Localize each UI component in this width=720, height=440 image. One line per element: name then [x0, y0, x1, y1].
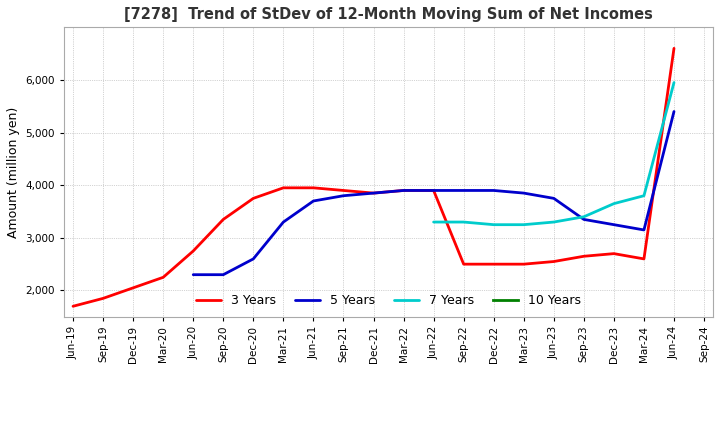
- 7 Years: [490, 222, 498, 227]
- 3 Years: [99, 296, 107, 301]
- 7 Years: [429, 220, 438, 225]
- 3 Years: [159, 275, 168, 280]
- 3 Years: [249, 196, 258, 201]
- 3 Years: [279, 185, 288, 191]
- 5 Years: [549, 196, 558, 201]
- 3 Years: [490, 261, 498, 267]
- 5 Years: [369, 191, 378, 196]
- 3 Years: [339, 188, 348, 193]
- 5 Years: [279, 220, 288, 225]
- 3 Years: [369, 191, 378, 196]
- Legend: 3 Years, 5 Years, 7 Years, 10 Years: 3 Years, 5 Years, 7 Years, 10 Years: [190, 288, 587, 313]
- 5 Years: [189, 272, 197, 277]
- 7 Years: [670, 80, 678, 85]
- 3 Years: [639, 256, 648, 261]
- Line: 5 Years: 5 Years: [193, 111, 674, 275]
- 3 Years: [400, 188, 408, 193]
- 7 Years: [459, 220, 468, 225]
- 5 Years: [339, 193, 348, 198]
- Y-axis label: Amount (million yen): Amount (million yen): [7, 106, 20, 238]
- 5 Years: [249, 256, 258, 261]
- 3 Years: [219, 217, 228, 222]
- Line: 3 Years: 3 Years: [73, 48, 674, 306]
- 3 Years: [670, 46, 678, 51]
- 7 Years: [519, 222, 528, 227]
- 3 Years: [129, 285, 138, 290]
- 7 Years: [639, 193, 648, 198]
- 3 Years: [519, 261, 528, 267]
- Title: [7278]  Trend of StDev of 12-Month Moving Sum of Net Incomes: [7278] Trend of StDev of 12-Month Moving…: [124, 7, 653, 22]
- 3 Years: [610, 251, 618, 256]
- 7 Years: [580, 214, 588, 220]
- 3 Years: [580, 253, 588, 259]
- Line: 7 Years: 7 Years: [433, 83, 674, 225]
- 5 Years: [400, 188, 408, 193]
- 7 Years: [549, 220, 558, 225]
- 3 Years: [189, 248, 197, 253]
- 3 Years: [429, 188, 438, 193]
- 3 Years: [459, 261, 468, 267]
- 5 Years: [670, 109, 678, 114]
- 5 Years: [490, 188, 498, 193]
- 3 Years: [549, 259, 558, 264]
- 3 Years: [68, 304, 77, 309]
- 5 Years: [219, 272, 228, 277]
- 5 Years: [309, 198, 318, 204]
- 5 Years: [519, 191, 528, 196]
- 7 Years: [610, 201, 618, 206]
- 5 Years: [459, 188, 468, 193]
- 5 Years: [639, 227, 648, 233]
- 5 Years: [580, 217, 588, 222]
- 5 Years: [429, 188, 438, 193]
- 3 Years: [309, 185, 318, 191]
- 5 Years: [610, 222, 618, 227]
